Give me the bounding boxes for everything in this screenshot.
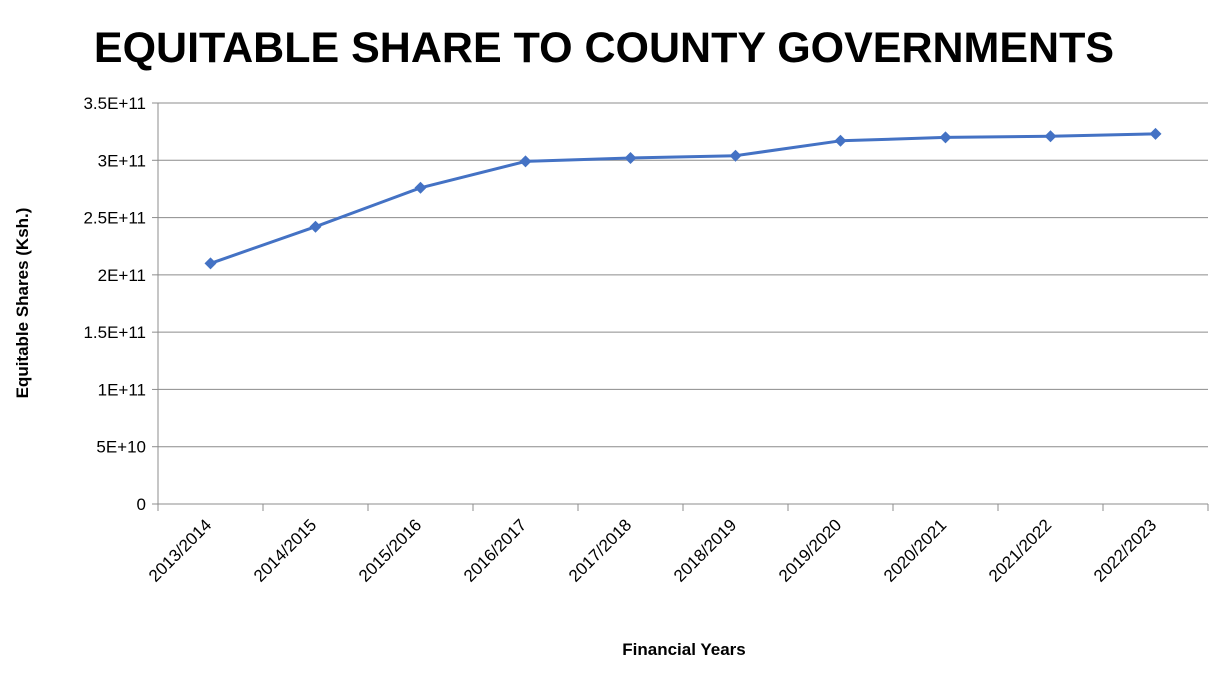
y-tick-labels: 0 5E+10 1E+11 1.5E+11 2E+11 2.5E+11 3E+11 3.5E+… [83,94,146,514]
data-point [204,257,217,270]
chart-title: EQUITABLE SHARE TO COUNTY GOVERNMENTS [94,24,1114,72]
data-point [519,155,532,168]
y-tick-label: 5E+10 [96,438,146,457]
x-tick-labels: 2013/2014 2014/2015 2015/2016 2016/2017 2017… [145,515,1160,585]
axes [152,102,1209,511]
data-point [624,151,637,164]
y-tick-label: 1E+11 [98,380,146,399]
x-tick-label: 2021/2022 [985,515,1055,585]
y-tick-label: 3.5E+11 [83,94,146,113]
y-tick-label: 2E+11 [98,266,146,285]
x-tick-label: 2013/2014 [145,515,215,585]
x-tick-label: 2022/2023 [1090,515,1160,585]
data-point [1149,127,1162,140]
x-tick-label: 2014/2015 [250,515,320,585]
data-markers [204,127,1162,270]
x-axis-title: Financial Years [622,640,745,659]
series-line-path [210,132,1156,265]
data-point [309,220,322,233]
gridlines [158,102,1208,448]
x-tick-label: 2019/2020 [775,515,845,585]
data-point [834,134,847,147]
data-point [939,131,952,144]
y-tick-label: 0 [137,495,146,514]
series-line [210,132,1156,265]
y-axis-title: Equitable Shares (Ksh.) [13,208,32,399]
data-point [1044,130,1057,143]
data-point [414,181,427,194]
data-point [729,149,742,162]
x-tick-label: 2016/2017 [460,515,530,585]
y-tick-label: 1.5E+11 [83,323,146,342]
y-tick-label: 3E+11 [98,151,146,170]
y-tick-label: 2.5E+11 [83,209,146,228]
x-tick-label: 2018/2019 [670,515,740,585]
x-tick-label: 2020/2021 [880,515,950,585]
x-tick-label: 2017/2018 [565,515,635,585]
x-tick-label: 2015/2016 [355,515,425,585]
